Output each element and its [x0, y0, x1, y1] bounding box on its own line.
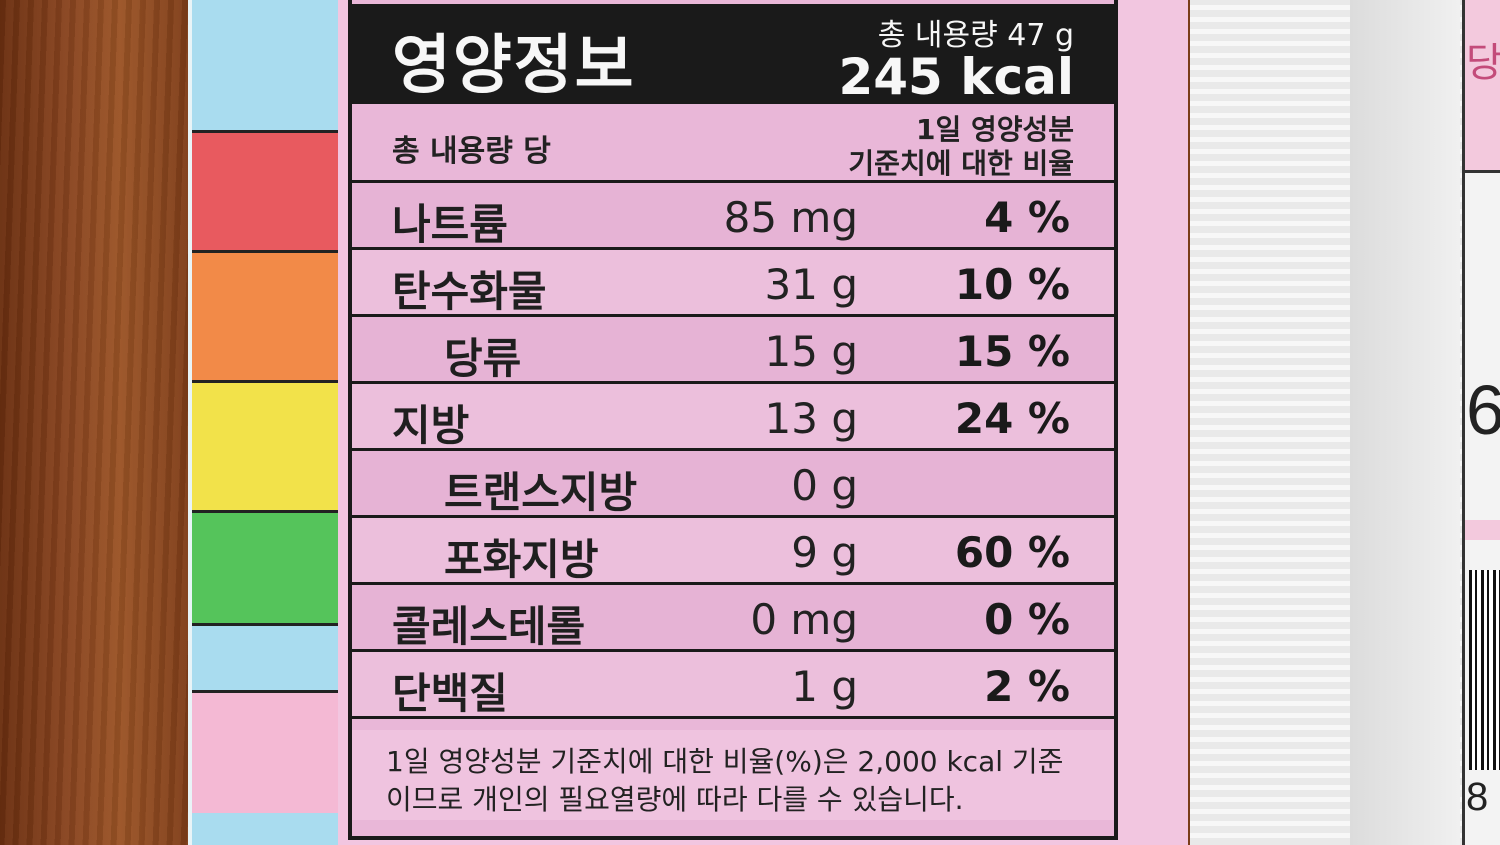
nutrient-name: 지방	[392, 401, 470, 450]
calories: 245 kcal	[838, 48, 1074, 106]
neighbor-pink-strip	[1465, 520, 1500, 540]
nutrient-row-sodium: 나트륨 85 mg 4 %	[352, 183, 1114, 250]
nutrient-row-trans-fat: 트랜스지방 0 g	[352, 451, 1114, 518]
per-basis-label: 총 내용량 당	[392, 134, 551, 169]
daily-value-footnote: 1일 영양성분 기준치에 대한 비율(%)은 2,000 kcal 기준 이므로…	[352, 730, 1114, 820]
nutrient-amount: 0 g	[791, 461, 858, 510]
rainbow-orange-stripe	[192, 250, 342, 383]
rainbow-yellow-stripe	[192, 380, 342, 513]
package-edge	[1350, 0, 1460, 845]
nutrient-amount: 31 g	[764, 260, 858, 309]
nutrient-name: 콜레스테롤	[392, 602, 586, 651]
column-header-row: 총 내용량 당 1일 영양성분 기준치에 대한 비율	[352, 104, 1114, 183]
rainbow-pink-stripe	[192, 690, 342, 813]
rainbow-package-side	[188, 0, 352, 845]
total-amount: 총 내용량 47 g	[877, 18, 1074, 53]
nutrient-percent: 2 %	[984, 662, 1070, 711]
nutrient-name: 단백질	[392, 669, 508, 718]
side-digit: 6	[1466, 371, 1500, 449]
nutrient-name: 나트륨	[392, 200, 508, 249]
nutrient-row-cholesterol: 콜레스테롤 0 mg 0 %	[352, 585, 1114, 652]
side-text-top: 당	[1466, 41, 1500, 85]
rainbow-green-stripe	[192, 510, 342, 626]
nutrient-name: 트랜스지방	[444, 468, 638, 517]
nutrition-header: 영양정보 총 내용량 47 g 245 kcal	[352, 4, 1114, 106]
nutrient-row-saturated-fat: 포화지방 9 g 60 %	[352, 518, 1114, 585]
nutrition-title: 영양정보	[392, 29, 636, 103]
nutrient-percent: 60 %	[954, 528, 1070, 577]
nutrition-facts-table: 영양정보 총 내용량 47 g 245 kcal 총 내용량 당 1일 영양성분…	[348, 0, 1118, 840]
nutrient-amount: 15 g	[764, 327, 858, 376]
neighbor-package	[1462, 0, 1500, 845]
nutrient-name: 당류	[444, 334, 522, 383]
daily-value-header-2: 기준치에 대한 비율	[848, 147, 1074, 180]
nutrient-amount: 0 mg	[750, 595, 858, 644]
nutrient-amount: 9 g	[791, 528, 858, 577]
barcode-icon	[1469, 570, 1500, 770]
nutrient-name: 포화지방	[444, 535, 599, 584]
nutrient-percent: 0 %	[984, 595, 1070, 644]
nutrient-name: 탄수화물	[392, 267, 547, 316]
nutrient-percent: 10 %	[954, 260, 1070, 309]
footnote-line-1: 1일 영양성분 기준치에 대한 비율(%)은 2,000 kcal 기준	[386, 745, 1064, 778]
nutrient-row-sugars: 당류 15 g 15 %	[352, 317, 1114, 384]
nutrient-row-fat: 지방 13 g 24 %	[352, 384, 1114, 451]
wooden-surface	[0, 0, 200, 845]
nutrient-percent: 24 %	[954, 394, 1070, 443]
footnote-line-2: 이므로 개인의 필요열량에 따라 다를 수 있습니다.	[386, 783, 964, 816]
rainbow-red-stripe	[192, 130, 342, 253]
nutrient-row-protein: 단백질 1 g 2 %	[352, 652, 1114, 719]
nutrient-amount: 85 mg	[723, 193, 858, 242]
nutrient-percent: 15 %	[954, 327, 1070, 376]
nutrient-amount: 1 g	[791, 662, 858, 711]
nutrient-amount: 13 g	[764, 394, 858, 443]
side-digit-bottom: 8	[1466, 775, 1489, 819]
nutrient-row-carbohydrate: 탄수화물 31 g 10 %	[352, 250, 1114, 317]
nutrient-percent: 4 %	[984, 193, 1070, 242]
daily-value-header-1: 1일 영양성분	[915, 113, 1074, 146]
neighbor-pink-band	[1465, 0, 1500, 173]
